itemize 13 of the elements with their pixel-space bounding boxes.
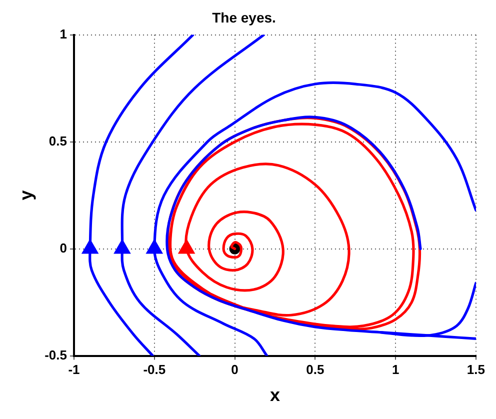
x-axis-title: x	[270, 385, 280, 406]
y-tick-label: 1	[60, 26, 67, 42]
x-tick-label: 1	[392, 362, 400, 378]
y-tick-label: 0.5	[48, 133, 67, 148]
y-axis-title: y	[16, 190, 36, 200]
y-tick-label: -0.5	[44, 347, 67, 362]
x-tick-label: 0	[231, 362, 238, 378]
x-tick-label: 0.5	[306, 362, 324, 378]
y-tick-label: 0	[60, 240, 67, 256]
x-tick-label: -1	[68, 362, 80, 378]
chart-title: The eyes.	[212, 9, 276, 26]
x-tick-label: 1.5	[466, 362, 486, 378]
x-tick-label: -0.5	[143, 362, 166, 378]
